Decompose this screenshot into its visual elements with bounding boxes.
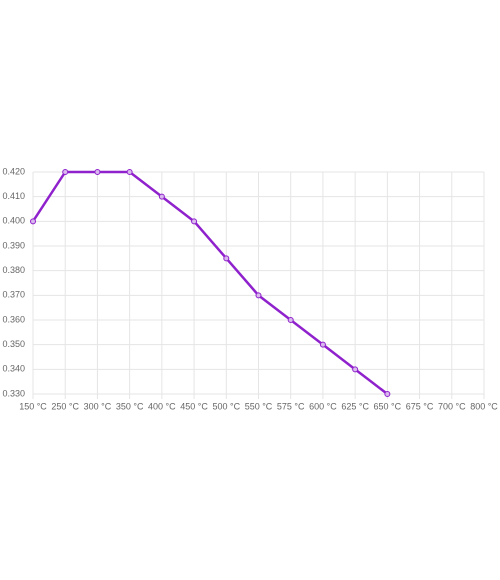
point [94, 169, 101, 175]
x-tick-label: 600 °C [309, 401, 337, 411]
point [287, 317, 294, 323]
point [191, 218, 198, 225]
y-tick-label: 0.400 [2, 216, 25, 226]
x-tick-label: 650 °C [374, 401, 402, 411]
y-tick-label: 0.410 [2, 191, 25, 201]
point [352, 366, 359, 373]
point [319, 341, 326, 348]
y-tick-label: 0.370 [2, 290, 25, 300]
x-tick-label: 550 °C [245, 401, 273, 411]
y-tick-label: 0.340 [2, 364, 25, 374]
point [255, 292, 262, 299]
point [158, 193, 165, 200]
x-tick-label: 250 °C [51, 401, 79, 411]
point [384, 391, 391, 397]
x-tick-label: 800 °C [470, 401, 498, 411]
y-tick-label: 0.330 [2, 388, 25, 398]
x-tick-label: 700 °C [438, 401, 466, 411]
x-tick-label: 450 °C [180, 401, 208, 411]
x-tick-label: 625 °C [341, 401, 369, 411]
y-tick-label: 0.380 [2, 265, 25, 275]
point [223, 255, 230, 262]
x-tick-label: 675 °C [406, 401, 434, 411]
y-tick-label: 0.390 [2, 240, 25, 250]
line [31, 170, 389, 395]
x-tick-label: 300 °C [84, 401, 112, 411]
y-tick-label: 0.360 [2, 314, 25, 324]
point [62, 169, 69, 175]
x-tick-label: 500 °C [212, 401, 240, 411]
y-tick-label: 0.350 [2, 339, 25, 349]
x-tick-label: 350 °C [116, 401, 144, 411]
point [30, 218, 36, 225]
x-tick-label: 575 °C [277, 401, 305, 411]
x-tick-label: 400 °C [148, 401, 176, 411]
x-tick-label: 150 °C [19, 401, 47, 411]
y-tick-label: 0.420 [2, 166, 25, 176]
point [126, 169, 133, 175]
